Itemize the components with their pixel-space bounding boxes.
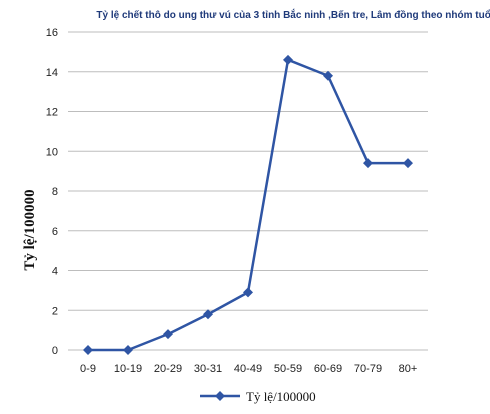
x-tick-label: 40-49 bbox=[234, 363, 262, 375]
data-point bbox=[323, 70, 333, 81]
y-tick-label: 2 bbox=[52, 305, 58, 317]
series-layer bbox=[83, 54, 413, 355]
x-axis-ticks: 0-9 10-19 20-29 30-31 40-49 50-59 60-69 70-79 80… bbox=[80, 363, 417, 375]
y-tick-label: 10 bbox=[46, 146, 58, 158]
x-tick-label: 60-69 bbox=[314, 363, 342, 375]
x-tick-label: 70-79 bbox=[354, 363, 382, 375]
legend-label: Tỷ lệ/100000 bbox=[246, 389, 316, 404]
data-point bbox=[243, 287, 253, 298]
legend-marker bbox=[215, 391, 225, 401]
x-tick-label: 30-31 bbox=[194, 363, 222, 375]
data-point bbox=[123, 345, 133, 355]
legend: Tỷ lệ/100000 bbox=[200, 389, 316, 404]
y-tick-label: 12 bbox=[46, 107, 58, 119]
x-tick-label: 80+ bbox=[399, 363, 418, 375]
y-tick-label: 16 bbox=[46, 27, 58, 39]
data-point bbox=[203, 309, 213, 320]
data-point bbox=[163, 329, 173, 340]
x-tick-label: 0-9 bbox=[80, 363, 96, 375]
gridlines bbox=[68, 31, 428, 351]
y-axis-ticks: 0 2 4 6 8 10 12 14 16 bbox=[46, 27, 58, 357]
y-tick-label: 6 bbox=[52, 226, 58, 238]
y-tick-label: 4 bbox=[52, 266, 58, 278]
data-point bbox=[283, 54, 293, 65]
series-line bbox=[88, 58, 408, 352]
y-axis-label: Tỷ lệ/100000 bbox=[22, 189, 38, 270]
data-point bbox=[83, 345, 93, 355]
data-point bbox=[363, 158, 373, 169]
x-tick-label: 20-29 bbox=[154, 363, 182, 375]
y-tick-label: 8 bbox=[52, 186, 58, 198]
x-tick-label: 50-59 bbox=[274, 363, 302, 375]
data-point bbox=[403, 158, 413, 169]
chart-title: Tỷ lệ chết thô do ung thư vú của 3 tỉnh … bbox=[96, 8, 490, 21]
y-tick-label: 0 bbox=[52, 345, 58, 357]
x-tick-label: 10-19 bbox=[114, 363, 142, 375]
y-tick-label: 14 bbox=[46, 67, 58, 79]
